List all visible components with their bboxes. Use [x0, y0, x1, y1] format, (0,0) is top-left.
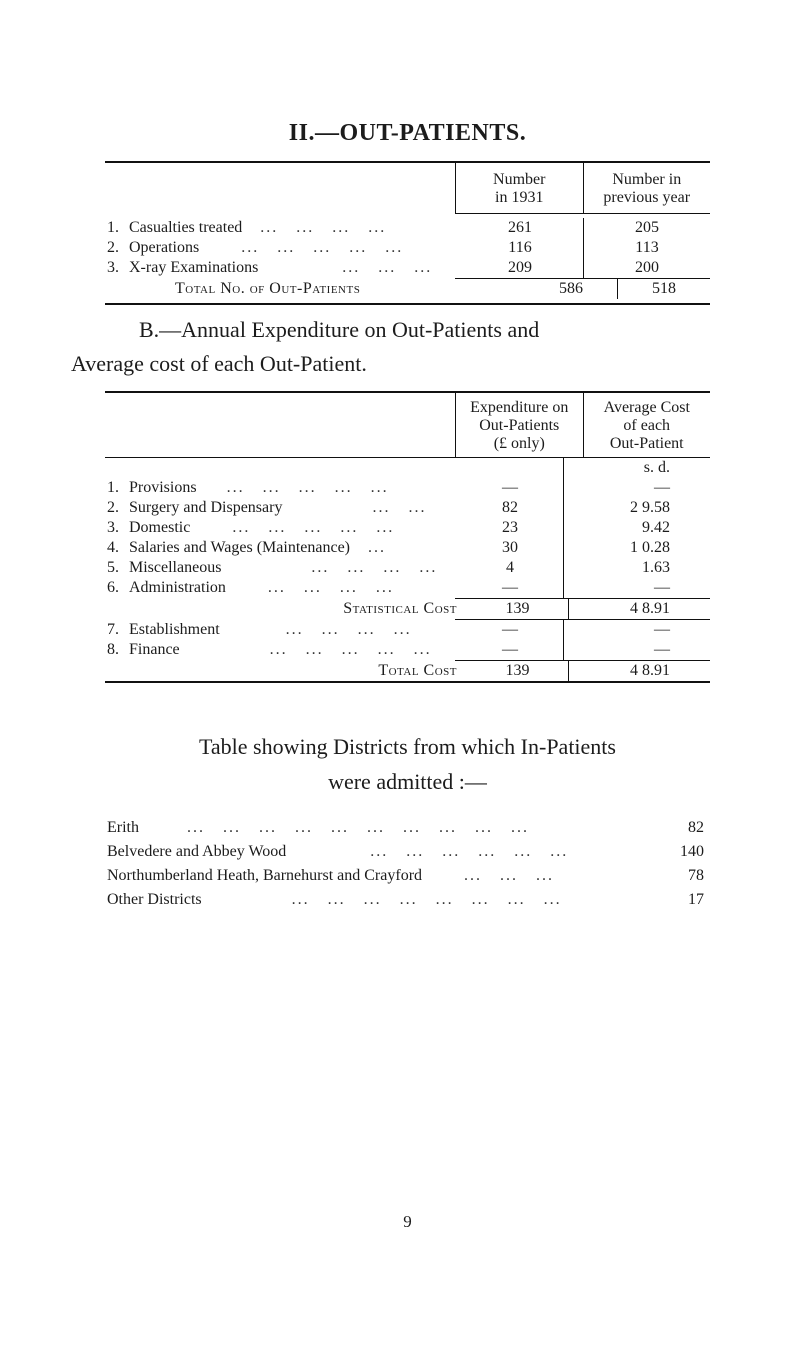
table-row: s. d. — [105, 458, 710, 478]
district-row: Belvedere and Abbey Wood ... ... ... ...… — [105, 840, 710, 864]
outpatients-table: Number in 1931 Number in previous year 1… — [105, 161, 710, 303]
table-total-row: Total No. of Out-Patients 586 518 — [105, 279, 710, 299]
t2-header-col1: Expenditure on Out-Patients (£ only) — [455, 393, 583, 457]
district-row: Other Districts ... ... ... ... ... ... … — [105, 888, 710, 912]
t2-header-col2: Average Cost of each Out-Patient — [583, 393, 711, 457]
table-row: 5.Miscellaneous ... ... ... ... 41.63 — [105, 558, 710, 578]
total-cost-row: Total Cost 1394 8.91 — [105, 661, 710, 681]
table-row: 7.Establishment ... ... ... ... —— — [105, 620, 710, 640]
district-row: Northumberland Heath, Barnehurst and Cra… — [105, 864, 710, 888]
table-row: 2.Operations ... ... ... ... ... 116 113 — [105, 238, 710, 258]
table-row: 1.Casualties treated ... ... ... ... 261… — [105, 218, 710, 238]
page: II.—OUT-PATIENTS. Number in 1931 Number … — [0, 0, 800, 1262]
table-row: 2.Surgery and Dispensary ... ... 822 9.5… — [105, 498, 710, 518]
districts-title: Table showing Districts from which In-Pa… — [105, 729, 710, 799]
table-row: 1.Provisions ... ... ... ... ... —— — [105, 478, 710, 498]
expenditure-table-header: Expenditure on Out-Patients (£ only) Ave… — [105, 393, 710, 457]
table-row: 8.Finance ... ... ... ... ... —— — [105, 640, 710, 660]
t1-header-col2: Number in previous year — [583, 163, 711, 213]
t1-header-col1: Number in 1931 — [455, 163, 583, 213]
page-number: 9 — [105, 1212, 710, 1232]
table-row: 4.Salaries and Wages (Maintenance) ... 3… — [105, 538, 710, 558]
district-row: Erith ... ... ... ... ... ... ... ... ..… — [105, 816, 710, 840]
table-row: 6.Administration ... ... ... ... —— — [105, 578, 710, 598]
subsection-b-title: B.—Annual Expenditure on Out-Patients an… — [105, 313, 710, 381]
section-title: II.—OUT-PATIENTS. — [105, 120, 710, 147]
statistical-cost-row: Statistical Cost 1394 8.91 — [105, 599, 710, 619]
table-row: 3.X-ray Examinations ... ... ... 209 200 — [105, 258, 710, 278]
table-row: 3.Domestic ... ... ... ... ... 239.42 — [105, 518, 710, 538]
